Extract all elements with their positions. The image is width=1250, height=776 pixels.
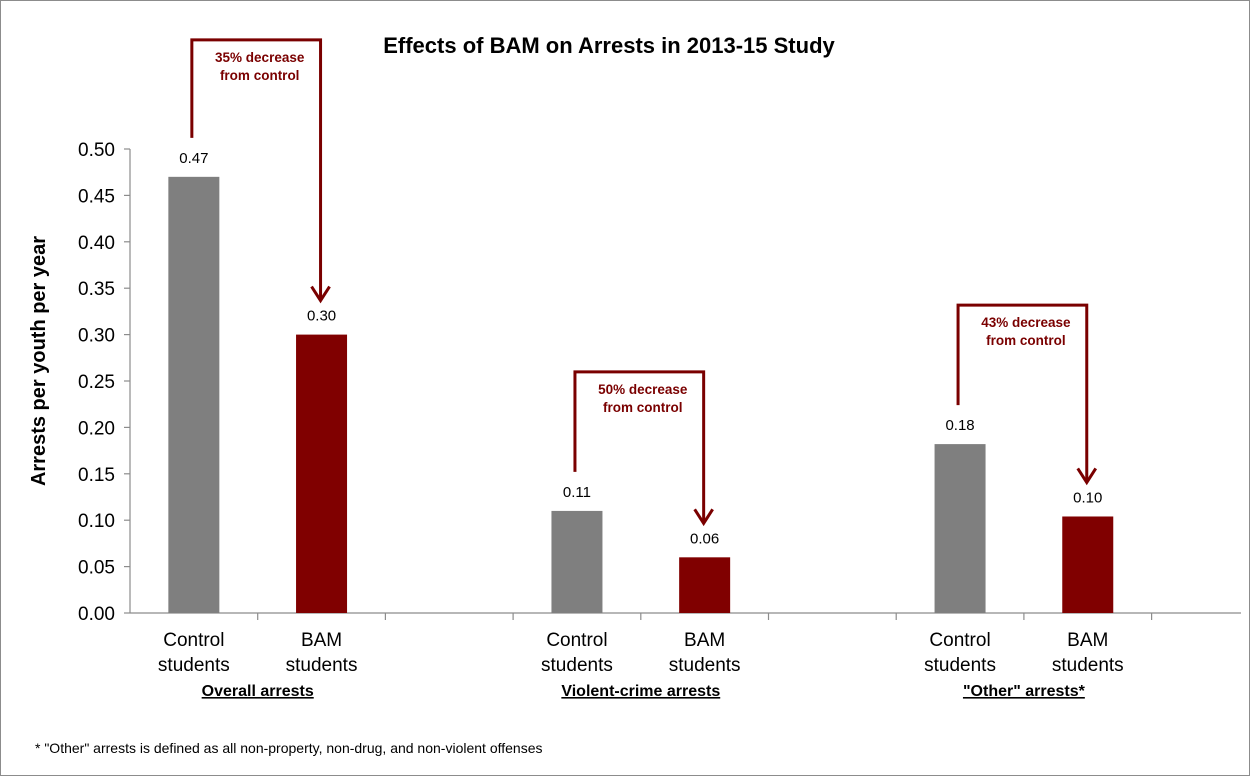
arrow-down-icon <box>1076 467 1098 486</box>
y-axis-ticks: 0.00 0.05 0.10 0.15 0.20 0.25 0.30 0.35 0.40 0.45… <box>78 140 130 625</box>
data-label: 0.30 <box>307 308 336 325</box>
y-tick-label: 0.50 <box>78 140 115 161</box>
bar <box>1062 516 1114 613</box>
decrease-annotation: 35% decrease from control <box>190 38 331 304</box>
category-label: BAM <box>684 630 725 651</box>
annotation-text: from control <box>986 333 1066 348</box>
arrow-down-icon <box>693 508 714 527</box>
chart-title: Effects of BAM on Arrests in 2013-15 Stu… <box>383 33 835 58</box>
data-label: 0.10 <box>1073 489 1102 506</box>
y-tick-label: 0.40 <box>78 233 115 254</box>
y-tick-label: 0.15 <box>78 465 115 486</box>
group-label: "Other" arrests* <box>963 683 1086 700</box>
bar <box>679 557 731 613</box>
bar <box>168 176 220 613</box>
bar <box>934 444 986 613</box>
y-tick-label: 0.30 <box>78 326 115 347</box>
arrow-down-icon <box>310 285 331 304</box>
category-label: BAM <box>1067 630 1108 651</box>
data-label: 0.47 <box>179 150 208 167</box>
footnote: * "Other" arrests is defined as all non-… <box>35 740 543 756</box>
data-label: 0.06 <box>690 530 719 547</box>
annotation-text: from control <box>603 400 683 415</box>
data-labels: 0.47 0.30 0.11 0.06 0.18 0.10 <box>179 150 1102 547</box>
category-label: students <box>158 655 230 676</box>
category-label: students <box>924 655 996 676</box>
bar <box>296 334 348 613</box>
bar <box>551 510 603 613</box>
category-label: Control <box>546 630 607 651</box>
group-label: Violent-crime arrests <box>561 683 720 700</box>
y-tick-label: 0.05 <box>78 558 115 579</box>
category-label: students <box>286 655 358 676</box>
y-axis-label: Arrests per youth per year <box>28 236 50 486</box>
y-tick-label: 0.45 <box>78 186 115 207</box>
category-label: BAM <box>301 630 342 651</box>
group-label: Overall arrests <box>202 683 314 700</box>
category-labels: Control students BAM students Overall arrest… <box>158 630 1124 700</box>
data-label: 0.11 <box>563 484 591 501</box>
category-label: students <box>541 655 613 676</box>
decrease-annotation: 50% decrease from control <box>573 370 714 527</box>
annotations: 35% decrease from control 50% decrease from… <box>190 38 1098 527</box>
category-label: students <box>1052 655 1124 676</box>
annotation-bracket <box>573 370 706 522</box>
data-label: 0.18 <box>945 417 974 434</box>
y-tick-label: 0.35 <box>78 279 115 300</box>
category-label: students <box>669 655 741 676</box>
bars <box>168 176 1114 613</box>
annotation-text: 35% decrease <box>215 50 305 65</box>
annotation-text: from control <box>220 68 300 83</box>
annotation-bracket <box>190 38 323 299</box>
annotation-text: 50% decrease <box>598 382 688 397</box>
category-label: Control <box>163 630 224 651</box>
y-tick-label: 0.00 <box>78 604 115 625</box>
y-tick-label: 0.10 <box>78 511 115 532</box>
y-tick-label: 0.25 <box>78 372 115 393</box>
category-label: Control <box>929 630 990 651</box>
annotation-text: 43% decrease <box>981 315 1071 330</box>
y-tick-label: 0.20 <box>78 418 115 439</box>
decrease-annotation: 43% decrease from control <box>956 303 1098 486</box>
annotation-bracket <box>956 303 1089 481</box>
